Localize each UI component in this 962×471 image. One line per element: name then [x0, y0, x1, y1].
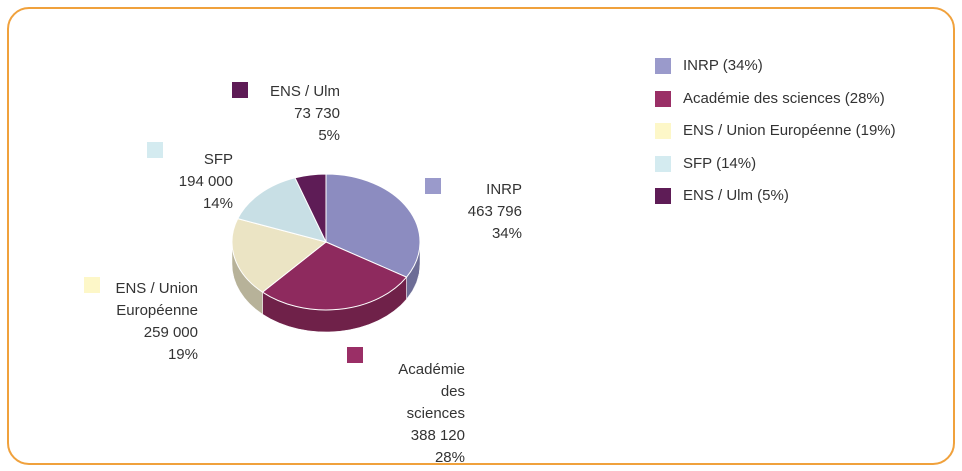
- label-swatch: [425, 178, 441, 194]
- slice: [231, 218, 328, 315]
- legend-label: ENS / Union Européenne (19%): [683, 122, 896, 139]
- percent-label: 5%: [318, 127, 340, 144]
- slice: [236, 177, 327, 243]
- legend-swatch: [655, 90, 671, 107]
- slice-top: [236, 177, 327, 243]
- value-label: 194 000: [178, 173, 233, 190]
- label-swatch: [84, 277, 100, 293]
- legend-label: SFP (14%): [683, 154, 757, 172]
- legend-swatch: [655, 58, 671, 74]
- label-swatch: [347, 347, 363, 363]
- data-label: ENS / Union Européenne 259 000 19%: [98, 278, 198, 366]
- category-label: Académie des sciences: [398, 361, 465, 422]
- label-swatch: [147, 142, 163, 158]
- percent-label: 34%: [491, 225, 522, 242]
- slice-top: [231, 218, 328, 293]
- category-label: INRP: [486, 181, 522, 198]
- category-label: ENS / Union Européenne: [115, 280, 198, 319]
- legend-swatch: [655, 155, 671, 172]
- slice-top: [294, 173, 327, 243]
- slice-top: [261, 241, 408, 311]
- slice: [325, 173, 421, 300]
- slice: [294, 173, 327, 243]
- legend-swatch: [655, 123, 671, 139]
- data-label: Académie des sciences 388 120 28%: [380, 359, 465, 469]
- slice-top: [325, 173, 421, 278]
- slice: [261, 241, 408, 333]
- data-label: ENS / Ulm 73 730 5%: [250, 81, 340, 147]
- percent-label: 19%: [167, 346, 198, 363]
- legend-label: ENS / Ulm (5%): [683, 187, 789, 204]
- legend-label: Académie des sciences (28%): [683, 89, 885, 107]
- legend-label: INRP (34%): [683, 57, 763, 74]
- legend-swatch: [655, 188, 671, 204]
- value-label: 388 120: [410, 427, 465, 444]
- value-label: 73 730: [294, 105, 340, 122]
- label-swatch: [232, 82, 248, 98]
- data-label: SFP 194 000 14%: [160, 149, 233, 215]
- category-label: ENS / Ulm: [269, 83, 340, 100]
- value-label: 463 796: [467, 203, 522, 220]
- value-label: 259 000: [143, 324, 198, 341]
- percent-label: 14%: [202, 195, 233, 212]
- percent-label: 28%: [434, 449, 465, 466]
- data-label: INRP 463 796 34%: [420, 179, 522, 245]
- category-label: SFP: [203, 151, 233, 168]
- frame: [7, 7, 955, 465]
